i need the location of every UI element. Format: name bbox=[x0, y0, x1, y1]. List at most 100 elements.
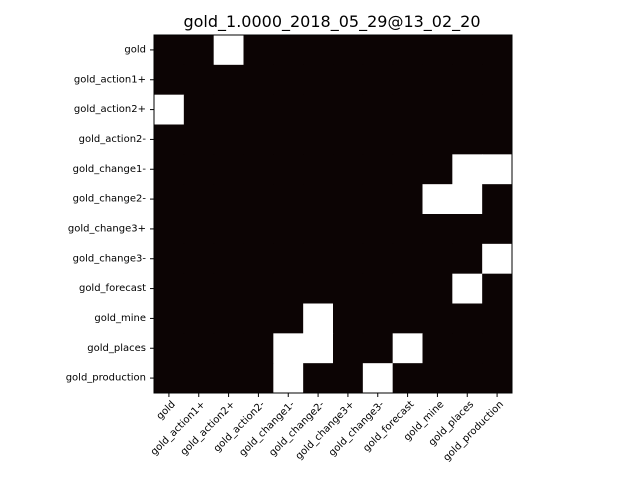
heatmap-cell bbox=[452, 35, 483, 66]
heatmap-cell bbox=[422, 154, 453, 185]
heatmap-cell bbox=[154, 303, 185, 334]
heatmap-cell bbox=[422, 303, 453, 334]
heatmap-cell bbox=[213, 243, 244, 275]
heatmap-cell bbox=[392, 64, 423, 96]
heatmap-cell bbox=[303, 35, 334, 66]
heatmap-cell bbox=[333, 363, 364, 394]
heatmap-cell bbox=[482, 154, 513, 185]
heatmap-cell bbox=[362, 64, 394, 96]
heatmap-cell bbox=[422, 124, 453, 155]
y-tick-label: gold_action2+ bbox=[74, 104, 146, 115]
heatmap-cell bbox=[392, 303, 423, 334]
heatmap-cell bbox=[362, 243, 394, 275]
heatmap-cell bbox=[154, 64, 185, 96]
heatmap-cell bbox=[452, 243, 483, 275]
heatmap-cell bbox=[273, 214, 304, 245]
heatmap-cell bbox=[183, 333, 215, 364]
heatmap-cell bbox=[243, 333, 274, 364]
y-tick-label: gold_change3- bbox=[73, 253, 147, 264]
heatmap-cell bbox=[183, 64, 215, 96]
heatmap-cell bbox=[362, 124, 394, 155]
heatmap-cell bbox=[482, 94, 513, 125]
heatmap-cell bbox=[183, 124, 215, 155]
heatmap-cell bbox=[303, 154, 334, 185]
heatmap-cell bbox=[243, 154, 274, 185]
heatmap-cell bbox=[213, 35, 244, 66]
heatmap-cell bbox=[213, 64, 244, 96]
heatmap-cell bbox=[303, 363, 334, 394]
heatmap-cell bbox=[183, 184, 215, 215]
heatmap-cell bbox=[183, 214, 215, 245]
heatmap-cell bbox=[333, 35, 364, 66]
heatmap-cell bbox=[243, 184, 274, 215]
heatmap-cell bbox=[213, 363, 244, 394]
heatmap-cell bbox=[273, 363, 304, 394]
heatmap-cell bbox=[213, 154, 244, 185]
y-tick-label: gold bbox=[124, 44, 146, 55]
heatmap-cell bbox=[154, 94, 185, 125]
heatmap-cell bbox=[392, 214, 423, 245]
heatmap-cell bbox=[333, 94, 364, 125]
heatmap-cell bbox=[273, 303, 304, 334]
heatmap-cell bbox=[183, 243, 215, 275]
y-tick-label: gold_places bbox=[87, 343, 146, 354]
heatmap-cell bbox=[452, 184, 483, 215]
heatmap-cell bbox=[333, 273, 364, 304]
heatmap-cell bbox=[213, 273, 244, 304]
heatmap-cell bbox=[243, 94, 274, 125]
heatmap-cell bbox=[392, 184, 423, 215]
heatmap-cell bbox=[482, 64, 513, 96]
heatmap-cell bbox=[422, 243, 453, 275]
heatmap-cell bbox=[362, 273, 394, 304]
heatmap-cell bbox=[154, 184, 185, 215]
heatmap-cell bbox=[362, 35, 394, 66]
heatmap-cell bbox=[154, 154, 185, 185]
heatmap-cell bbox=[183, 303, 215, 334]
heatmap-cell bbox=[333, 333, 364, 364]
heatmap-cell bbox=[333, 64, 364, 96]
y-tick-label: gold_change2- bbox=[73, 194, 147, 205]
heatmap-cell bbox=[154, 243, 185, 275]
heatmap-cell bbox=[422, 94, 453, 125]
heatmap-cell bbox=[303, 333, 334, 364]
heatmap-cell bbox=[362, 303, 394, 334]
heatmap-cell bbox=[422, 333, 453, 364]
heatmap-cell bbox=[183, 35, 215, 66]
heatmap-cell bbox=[183, 273, 215, 304]
heatmap-cell bbox=[452, 94, 483, 125]
heatmap-cell bbox=[243, 273, 274, 304]
heatmap-cell bbox=[273, 35, 304, 66]
heatmap-cell bbox=[422, 35, 453, 66]
heatmap-cell bbox=[333, 214, 364, 245]
heatmap-cell bbox=[452, 64, 483, 96]
heatmap-cell bbox=[243, 35, 274, 66]
heatmap-cell bbox=[154, 214, 185, 245]
heatmap-cells bbox=[154, 35, 513, 394]
x-tick-label: gold bbox=[155, 399, 178, 422]
y-tick-label: gold_change1- bbox=[73, 164, 147, 175]
heatmap-cell bbox=[273, 273, 304, 304]
heatmap-cell bbox=[213, 94, 244, 125]
heatmap-cell bbox=[333, 243, 364, 275]
heatmap-cell bbox=[392, 243, 423, 275]
y-tick-label: gold_forecast bbox=[79, 283, 146, 294]
heatmap-cell bbox=[154, 35, 185, 66]
heatmap-cell bbox=[422, 363, 453, 394]
x-tick-label: gold_action2+ bbox=[179, 399, 238, 458]
heatmap-cell bbox=[392, 35, 423, 66]
heatmap-cell bbox=[333, 124, 364, 155]
heatmap-cell bbox=[452, 333, 483, 364]
heatmap-cell bbox=[183, 94, 215, 125]
heatmap-cell bbox=[303, 214, 334, 245]
heatmap-cell bbox=[333, 184, 364, 215]
heatmap-cell bbox=[482, 273, 513, 304]
heatmap-cell bbox=[273, 94, 304, 125]
heatmap-cell bbox=[213, 214, 244, 245]
heatmap-cell bbox=[482, 333, 513, 364]
heatmap-cell bbox=[183, 154, 215, 185]
heatmap-cell bbox=[392, 363, 423, 394]
heatmap-cell bbox=[273, 333, 304, 364]
heatmap-cell bbox=[243, 64, 274, 96]
heatmap-cell bbox=[213, 303, 244, 334]
heatmap-cell bbox=[154, 363, 185, 394]
